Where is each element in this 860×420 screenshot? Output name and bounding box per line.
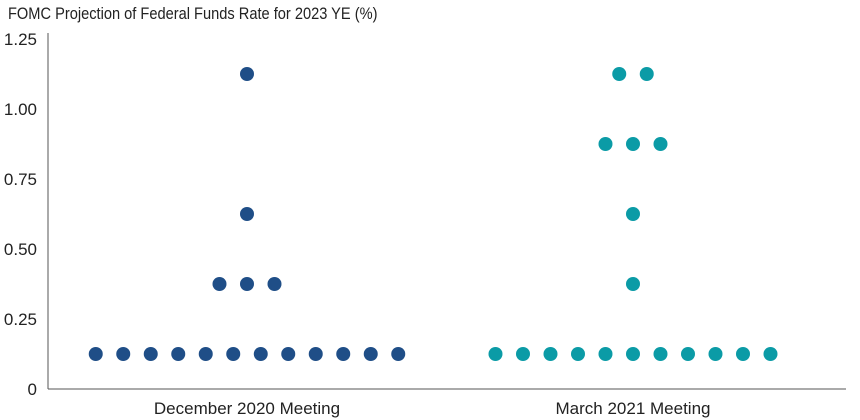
data-point [626, 137, 640, 151]
data-point [171, 347, 186, 361]
data-point [240, 277, 254, 291]
data-point [267, 277, 282, 291]
data-point [88, 347, 103, 361]
chart-title: FOMC Projection of Federal Funds Rate fo… [8, 4, 378, 23]
data-point [198, 347, 213, 361]
data-point [240, 67, 254, 81]
data-point [143, 347, 158, 361]
y-tick-label: 0 [28, 380, 37, 399]
data-point [253, 347, 268, 361]
data-point [626, 207, 640, 221]
data-point [488, 347, 503, 361]
data-point [626, 347, 640, 361]
y-tick-label: 0.25 [4, 310, 37, 329]
data-point [626, 277, 640, 291]
data-point [516, 347, 530, 361]
data-point [653, 347, 668, 361]
y-tick-label: 0.75 [4, 170, 37, 189]
x-category-label: March 2021 Meeting [556, 399, 711, 418]
data-point [571, 347, 585, 361]
x-axis-categories: December 2020 Meeting March 2021 Meeting [154, 399, 711, 418]
data-point [391, 347, 406, 361]
data-point [598, 137, 613, 151]
data-point [681, 347, 695, 361]
data-point [281, 347, 296, 361]
data-point [612, 67, 627, 81]
data-point [708, 347, 723, 361]
data-point [308, 347, 323, 361]
data-point [240, 207, 254, 221]
data-point [336, 347, 351, 361]
data-point [763, 347, 778, 361]
data-point [653, 137, 668, 151]
y-axis-ticks: 0 0.25 0.50 0.75 1.00 1.25 [4, 30, 37, 399]
y-tick-label: 1.00 [4, 100, 37, 119]
data-point [116, 347, 131, 361]
data-point [212, 277, 227, 291]
data-point [736, 347, 750, 361]
data-point [639, 67, 654, 81]
y-tick-label: 0.50 [4, 240, 37, 259]
data-points [88, 67, 778, 361]
data-point [543, 347, 558, 361]
data-point [363, 347, 378, 361]
axes [47, 33, 846, 390]
data-point [226, 347, 241, 361]
y-tick-label: 1.25 [4, 30, 37, 49]
data-point [598, 347, 613, 361]
x-category-label: December 2020 Meeting [154, 399, 340, 418]
